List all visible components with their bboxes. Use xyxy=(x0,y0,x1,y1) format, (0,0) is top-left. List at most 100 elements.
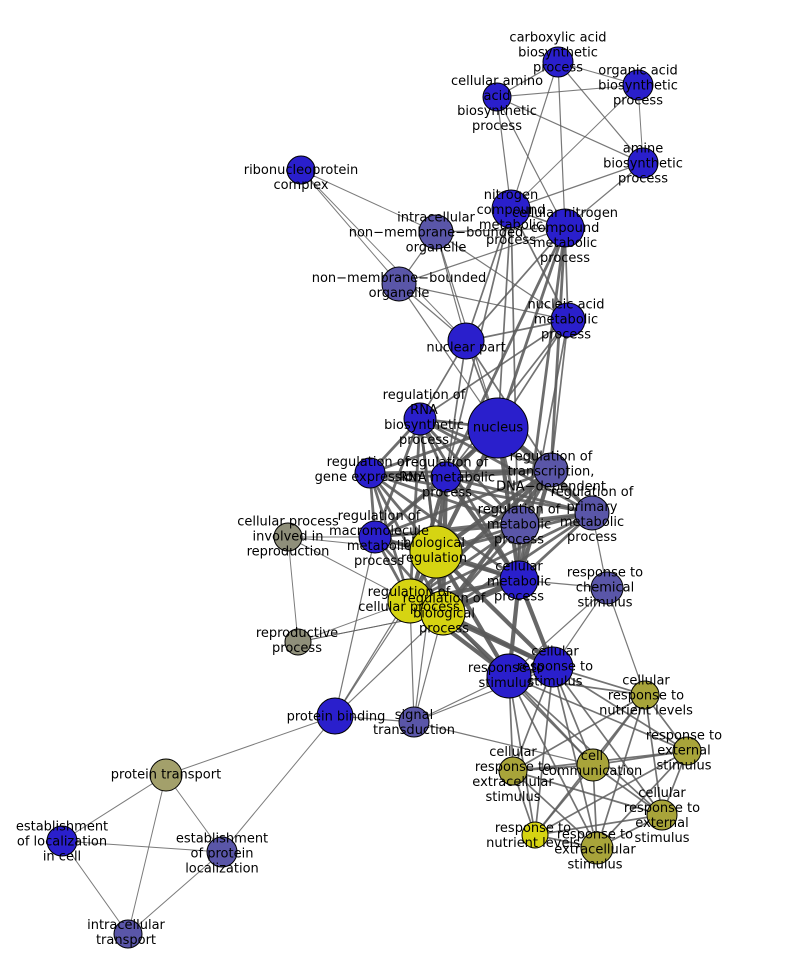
graph-edge xyxy=(552,666,663,816)
graph-edge xyxy=(413,666,554,723)
graph-node[interactable] xyxy=(316,697,354,735)
graph-edge xyxy=(534,666,554,836)
graph-edge xyxy=(550,319,569,471)
graph-node[interactable] xyxy=(627,147,659,179)
graph-node[interactable] xyxy=(206,836,238,868)
graph-node[interactable] xyxy=(113,919,143,949)
graph-edge xyxy=(300,169,400,285)
graph-edge xyxy=(445,340,467,478)
graph-edge xyxy=(510,162,644,210)
graph-edge xyxy=(549,226,567,472)
graph-node[interactable] xyxy=(646,799,678,831)
graph-edge xyxy=(435,227,566,233)
graph-edge xyxy=(127,851,223,935)
graph-edge xyxy=(61,840,129,935)
graph-node[interactable] xyxy=(447,322,485,360)
graph-edge xyxy=(510,84,639,210)
graph-node[interactable] xyxy=(580,831,614,865)
graph-node[interactable] xyxy=(545,208,585,248)
graph-edge xyxy=(413,551,437,723)
graph-edge xyxy=(433,549,556,670)
graph-edge xyxy=(61,774,167,842)
graph-edge xyxy=(287,536,411,602)
graph-edge xyxy=(368,471,522,527)
graph-edge xyxy=(407,467,554,604)
graph-edge xyxy=(398,283,569,321)
graph-node[interactable] xyxy=(672,736,702,766)
graph-node[interactable] xyxy=(286,155,316,185)
graph-edge xyxy=(512,694,646,772)
graph-edge xyxy=(496,84,639,98)
graph-edge xyxy=(418,417,594,515)
graph-node[interactable] xyxy=(521,821,549,849)
graph-node[interactable] xyxy=(630,680,660,710)
graph-edge xyxy=(596,750,688,849)
graph-node[interactable] xyxy=(499,560,539,600)
graph-node[interactable] xyxy=(532,646,574,688)
graph-edge xyxy=(334,612,444,717)
graph-node[interactable] xyxy=(46,825,78,857)
graph-edge xyxy=(508,675,646,696)
graph-edge xyxy=(287,536,299,643)
graph-node[interactable] xyxy=(482,82,512,112)
graph-edge xyxy=(368,471,594,515)
graph-edge xyxy=(373,511,594,539)
graph-node[interactable] xyxy=(358,520,392,554)
graph-node[interactable] xyxy=(398,706,430,738)
graph-node[interactable] xyxy=(622,69,654,101)
graph-node[interactable] xyxy=(576,748,610,782)
graph-edge xyxy=(408,417,422,603)
graph-edge xyxy=(508,675,598,849)
graph-node[interactable] xyxy=(381,266,417,302)
graph-node[interactable] xyxy=(354,457,386,489)
graph-node[interactable] xyxy=(273,522,303,552)
graph-node[interactable] xyxy=(533,452,569,488)
graph-edge xyxy=(368,471,521,582)
graph-edge xyxy=(552,666,598,849)
graph-node[interactable] xyxy=(486,653,532,699)
graph-node[interactable] xyxy=(403,402,437,436)
graph-edge xyxy=(165,715,336,776)
graph-edge xyxy=(445,319,569,478)
graph-edge xyxy=(398,227,566,285)
graph-edge xyxy=(368,468,553,475)
graph-node[interactable] xyxy=(500,505,540,545)
graph-node[interactable] xyxy=(491,189,531,229)
graph-edge xyxy=(596,694,646,849)
graph-node[interactable] xyxy=(409,525,463,579)
graph-edge xyxy=(496,96,644,164)
graph-edge xyxy=(435,231,569,321)
nodes-layer xyxy=(46,46,702,949)
graph-node[interactable] xyxy=(590,571,624,605)
graph-edge xyxy=(61,840,223,853)
graph-node[interactable] xyxy=(498,756,528,786)
graph-edge xyxy=(413,721,594,766)
graph-edge xyxy=(419,319,569,420)
graph-edge xyxy=(508,675,536,836)
graph-edge xyxy=(510,208,569,321)
graph-edge xyxy=(465,227,566,342)
graph-edge xyxy=(300,169,437,233)
graph-node[interactable] xyxy=(149,758,183,792)
graph-edge xyxy=(373,468,553,539)
graph-edge xyxy=(508,675,688,752)
graph-node[interactable] xyxy=(467,397,529,459)
graph-node[interactable] xyxy=(420,590,466,636)
graph-edge xyxy=(512,770,598,849)
graph-edge xyxy=(465,208,512,342)
graph-node[interactable] xyxy=(574,495,610,531)
graph-edge xyxy=(334,551,437,717)
graph-node[interactable] xyxy=(418,214,454,250)
graph-edge xyxy=(300,169,467,342)
graph-edge xyxy=(606,587,646,696)
graph-node[interactable] xyxy=(542,46,574,78)
graph-edge xyxy=(435,231,467,342)
graph-node[interactable] xyxy=(550,302,586,338)
graph-node[interactable] xyxy=(430,461,462,493)
graph-node[interactable] xyxy=(284,628,312,656)
graph-edge xyxy=(221,715,336,853)
graph-edge xyxy=(334,536,376,717)
graph-edge xyxy=(510,61,559,210)
